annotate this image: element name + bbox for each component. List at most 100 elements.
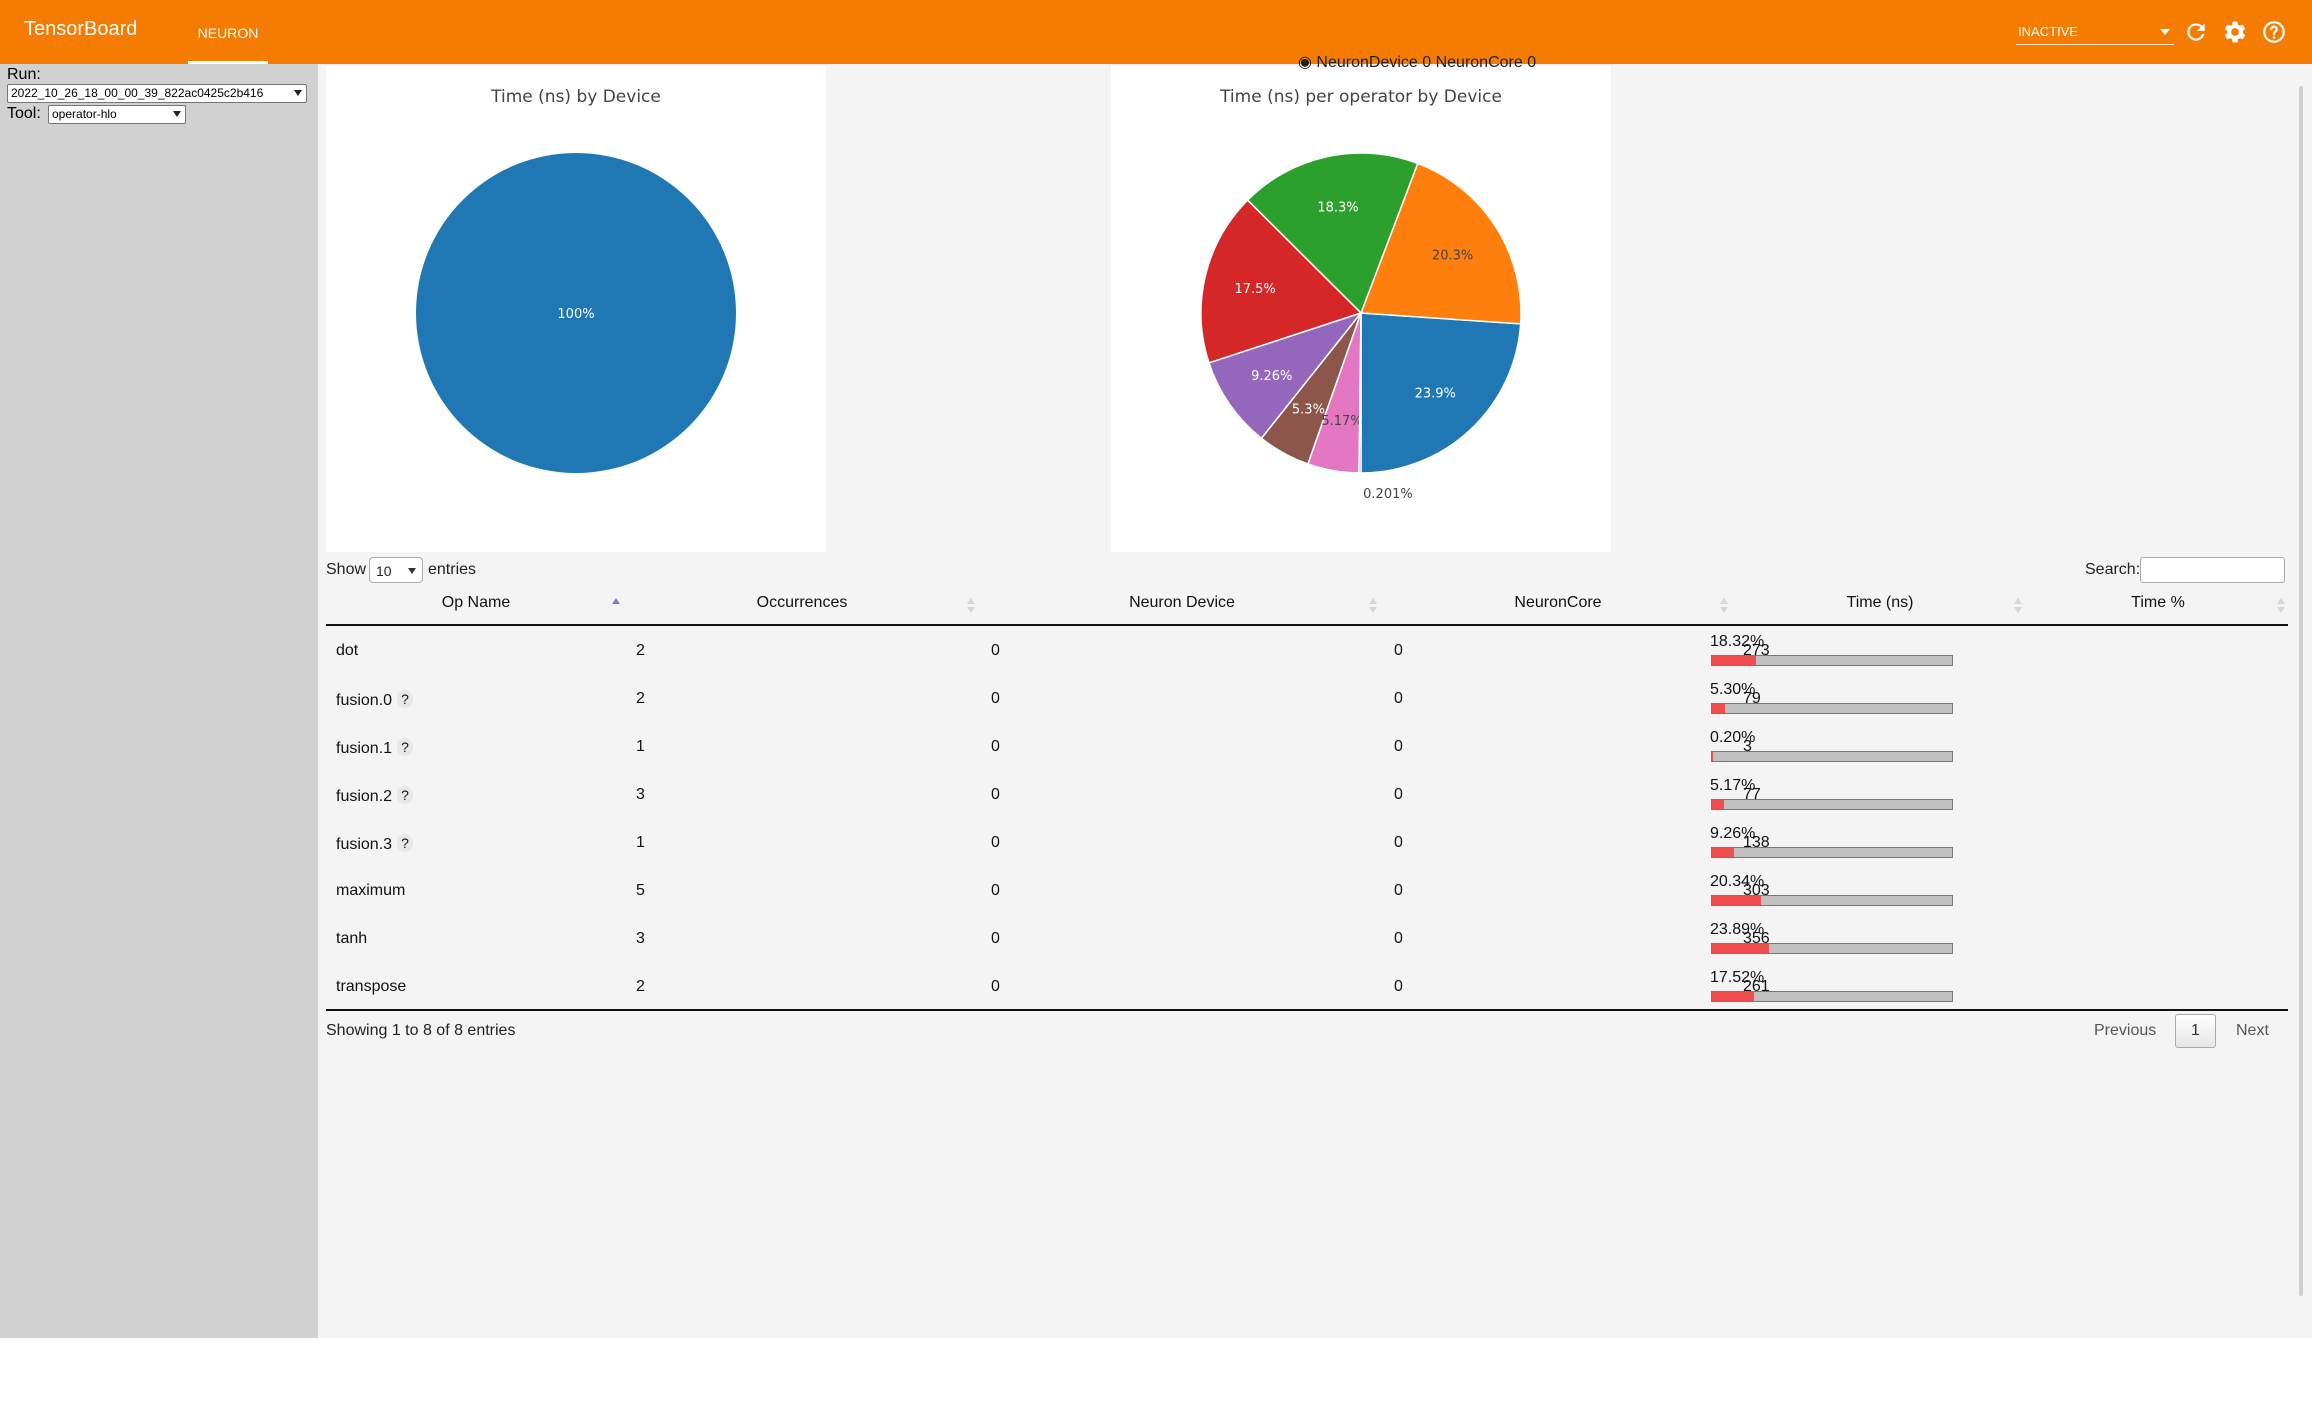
help-tooltip-icon[interactable]: ? xyxy=(397,738,414,756)
neuroncore-cell: 0 xyxy=(1394,786,1403,804)
pie-slice[interactable] xyxy=(1360,312,1522,474)
app-title: TensorBoard xyxy=(24,18,138,40)
time-ns-cell: 138 xyxy=(1743,834,1770,852)
time-pct-bar-fill xyxy=(1712,992,1755,1001)
occurrences-cell: 3 xyxy=(636,930,645,948)
table-row: tanh 3 0 0 356 23.89% xyxy=(326,915,2288,963)
sort-ascending-icon xyxy=(611,598,621,616)
column-header-occurrences[interactable]: Occurrences xyxy=(756,594,848,611)
neuroncore-text: 0 xyxy=(1394,930,1403,947)
pie-slice[interactable] xyxy=(1246,152,1419,315)
neuron-device-text: 0 xyxy=(991,930,1000,947)
pie-slice[interactable] xyxy=(1200,199,1363,364)
time-pct-bar xyxy=(1711,799,1953,810)
op-name-text: transpose xyxy=(336,978,407,995)
pie-slice[interactable] xyxy=(416,153,736,473)
gear-icon[interactable] xyxy=(2222,19,2248,45)
main-scrollbar[interactable] xyxy=(2294,64,2312,1338)
occurrences-text: 2 xyxy=(636,978,645,995)
tool-label: Tool: xyxy=(7,105,41,122)
op-name-text: fusion.1 xyxy=(336,740,393,757)
time-pct-cell: 17.52% xyxy=(1710,969,1765,986)
column-header-time-pct[interactable]: Time % xyxy=(2131,594,2185,611)
search-input[interactable] xyxy=(2140,557,2285,583)
help-tooltip-icon[interactable]: ? xyxy=(397,834,414,852)
column-header-op-name[interactable]: Op Name xyxy=(441,594,511,611)
refresh-icon[interactable] xyxy=(2183,19,2209,45)
neuron-device-cell: 0 xyxy=(991,834,1000,852)
next-page-button[interactable]: Next xyxy=(2236,1022,2269,1039)
neuroncore-cell: 0 xyxy=(1394,738,1403,756)
time-pct-bar-fill xyxy=(1712,704,1725,713)
occurrences-text: 3 xyxy=(636,786,645,803)
table-row: fusion.2? 3 0 0 77 5.17% xyxy=(326,771,2288,819)
time-pct-bar xyxy=(1711,703,1953,714)
neuroncore-text: 0 xyxy=(1394,690,1403,707)
plugin-select[interactable]: INACTIVE xyxy=(2016,16,2174,45)
op-name-cell: tanh xyxy=(336,930,367,948)
run-select[interactable]: 2022_10_26_18_00_00_39_822ac0425c2b416 xyxy=(7,84,307,103)
time-pct-cell: 20.34% xyxy=(1710,873,1765,890)
pie-slice[interactable] xyxy=(1359,162,1522,325)
sort-icon xyxy=(1368,598,1378,616)
pie-slice-label: 5.3% xyxy=(1292,402,1325,417)
device-pie-chart: Time (ns) by Device 100% xyxy=(416,87,736,473)
sort-icon xyxy=(1719,598,1729,616)
table-row: fusion.3? 1 0 0 138 9.26% xyxy=(326,819,2288,867)
neuron-device-cell: 0 xyxy=(991,930,1000,948)
neuron-device-text: 0 xyxy=(991,834,1000,851)
time-pct-bar xyxy=(1711,751,1953,762)
time-ns-text: 3 xyxy=(1743,738,1752,755)
time-ns-text: 79 xyxy=(1743,690,1761,707)
time-ns-text: 77 xyxy=(1743,786,1761,803)
time-pct-bar xyxy=(1711,991,1953,1002)
neuroncore-text: 0 xyxy=(1394,738,1403,755)
neuroncore-cell: 0 xyxy=(1394,834,1403,852)
entries-label: entries xyxy=(428,561,477,578)
help-tooltip-icon[interactable]: ? xyxy=(397,690,414,708)
operator-pie-chart: Time (ns) per operator by Device 23.9% 20.… xyxy=(1200,87,1522,502)
time-pct-cell: 23.89% xyxy=(1710,921,1765,938)
pie-slice-label: 18.3% xyxy=(1317,201,1358,216)
operator-pie-panel: Time (ns) per operator by Device 23.9% 20.… xyxy=(1111,66,1611,552)
neuroncore-cell: 0 xyxy=(1394,882,1403,900)
neuron-device-cell: 0 xyxy=(991,978,1000,996)
chart-legend-entry[interactable]: ◉ NeuronDevice 0 NeuronCore 0 xyxy=(1298,52,1536,72)
neuroncore-text: 0 xyxy=(1394,642,1403,659)
tool-select[interactable]: operator-hlo xyxy=(48,105,186,124)
tab-active-indicator xyxy=(188,61,268,64)
time-pct-bar xyxy=(1711,847,1953,858)
time-ns-cell: 303 xyxy=(1743,882,1770,900)
occurrences-cell: 2 xyxy=(636,642,645,660)
neuroncore-cell: 0 xyxy=(1394,978,1403,996)
help-icon[interactable] xyxy=(2261,19,2287,45)
time-pct-cell: 18.32% xyxy=(1710,633,1765,650)
neuron-device-cell: 0 xyxy=(991,690,1000,708)
occurrences-text: 2 xyxy=(636,690,645,707)
neuron-device-text: 0 xyxy=(991,738,1000,755)
time-pct-cell: 0.20% xyxy=(1710,729,1756,746)
column-header-neuron-device[interactable]: Neuron Device xyxy=(1129,594,1235,611)
neuroncore-text: 0 xyxy=(1394,834,1403,851)
tab-neuron[interactable]: NEURON xyxy=(188,0,268,64)
pie-slice[interactable] xyxy=(1208,311,1364,440)
pie-slice-label: 5.17% xyxy=(1321,414,1362,429)
neuron-device-text: 0 xyxy=(991,978,1000,995)
column-header-neuroncore[interactable]: NeuronCore xyxy=(1514,594,1602,611)
help-tooltip-icon[interactable]: ? xyxy=(397,786,414,804)
chevron-down-icon xyxy=(173,111,181,117)
search-label: Search: xyxy=(2085,561,2141,578)
op-name-text: tanh xyxy=(336,930,368,947)
previous-page-button[interactable]: Previous xyxy=(2094,1022,2157,1039)
time-ns-text: 273 xyxy=(1743,642,1770,659)
op-name-cell: transpose xyxy=(336,978,406,996)
occurrences-cell: 1 xyxy=(636,834,645,852)
page-1-button[interactable]: 1 xyxy=(2175,1014,2216,1048)
entries-per-page-select[interactable]: 10 xyxy=(369,557,423,583)
time-pct-bar xyxy=(1711,943,1953,954)
time-pct-bar xyxy=(1711,895,1953,906)
column-header-time-ns[interactable]: Time (ns) xyxy=(1846,594,1914,611)
scrollbar-thumb[interactable] xyxy=(2299,86,2303,1296)
time-ns-cell: 79 xyxy=(1743,690,1761,708)
pie-slice[interactable] xyxy=(1358,312,1362,474)
